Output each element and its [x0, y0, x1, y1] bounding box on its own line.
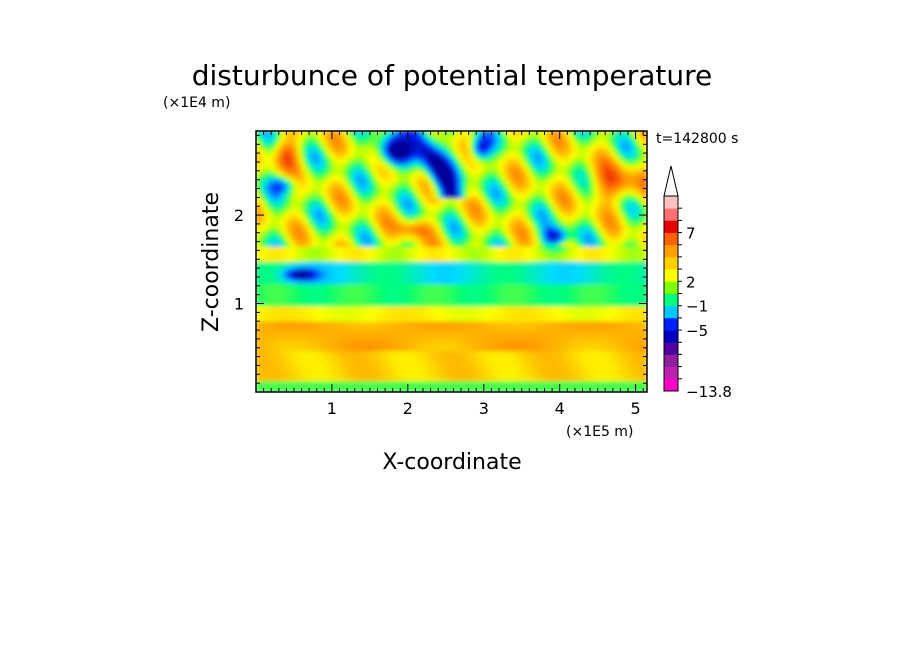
y-axis-label: Z-coordinate [199, 192, 224, 332]
heatmap-field [256, 131, 647, 392]
colorbar-segment [664, 366, 678, 380]
colorbar-segment [664, 342, 678, 355]
colorbar [663, 165, 682, 392]
y-tick-label: 2 [234, 206, 244, 225]
colorbar-segment [664, 220, 678, 233]
colorbar-label: −5 [686, 322, 708, 340]
colorbar-segment [664, 378, 678, 392]
colorbar-segment [664, 244, 678, 258]
x-axis-label: X-coordinate [382, 450, 521, 475]
colorbar-segment [664, 232, 678, 246]
colorbar-segment [664, 256, 678, 270]
y-tick-labels: 12 [234, 206, 244, 313]
colorbar-segment [664, 281, 678, 294]
colorbar-label: 7 [686, 225, 696, 243]
colorbar-label: −13.8 [686, 383, 732, 401]
colorbar-segment [664, 354, 678, 368]
colorbar-segment [664, 305, 678, 319]
y-axis-unit: (×1E4 m) [163, 95, 230, 111]
x-tick-label: 2 [403, 399, 413, 418]
x-tick-label: 4 [555, 399, 565, 418]
colorbar-segment [664, 208, 678, 221]
colorbar-segment [664, 317, 678, 331]
x-tick-label: 5 [631, 399, 641, 418]
colorbar-labels: 7 2 −1 −5 −13.8 [686, 225, 732, 401]
chart-title: disturbunce of potential temperature [192, 59, 713, 92]
axis-ticks [256, 131, 647, 392]
x-axis-unit: (×1E5 m) [566, 424, 633, 440]
y-tick-label: 1 [234, 295, 244, 314]
x-tick-labels: 1 2 3 4 5 [327, 399, 641, 418]
colorbar-extend-arrow [663, 165, 679, 197]
colorbar-segment [664, 196, 678, 209]
colorbar-label: 2 [686, 273, 696, 291]
colorbar-label: −1 [686, 298, 708, 316]
colorbar-segment [664, 330, 678, 343]
x-tick-label: 3 [479, 399, 489, 418]
x-tick-label: 1 [327, 399, 337, 418]
colorbar-segment [664, 293, 678, 307]
plot-frame [255, 130, 648, 393]
colorbar-segment [664, 269, 678, 282]
time-label: t=142800 s [656, 131, 738, 147]
